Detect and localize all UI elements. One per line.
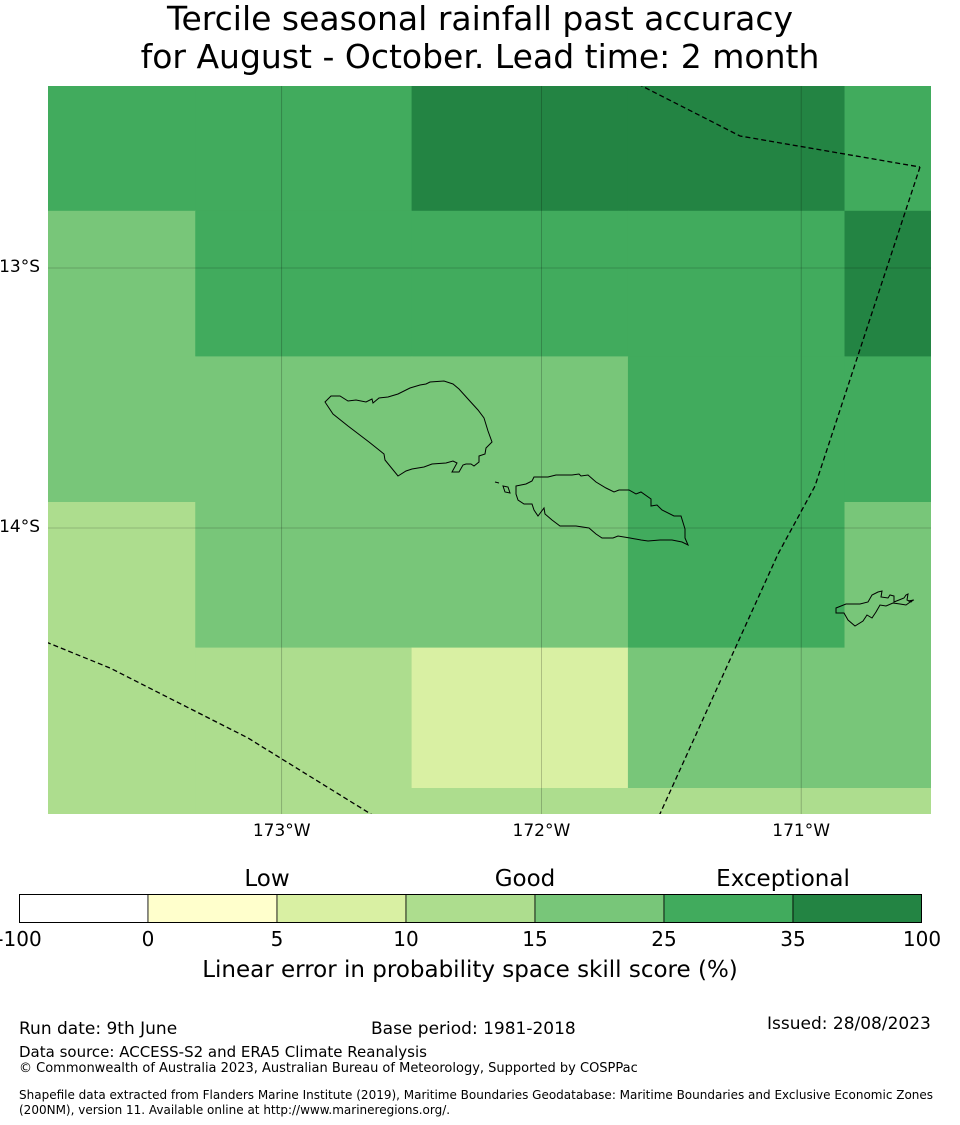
colorbar-tick-label: 35 bbox=[780, 927, 806, 951]
skill-cell bbox=[411, 788, 629, 814]
latitude-label: 14°S bbox=[0, 517, 40, 537]
colorbar-tick-label: 15 bbox=[522, 927, 548, 951]
data-source: Data source: ACCESS-S2 and ERA5 Climate … bbox=[19, 1043, 427, 1061]
colorbar-segment bbox=[663, 894, 794, 923]
islands bbox=[324, 380, 915, 627]
eez-boundary-north bbox=[640, 86, 921, 168]
issued-date: Issued: 28/08/2023 bbox=[767, 1014, 931, 1034]
skill-cell bbox=[48, 356, 196, 503]
colorbar-tick-label: 5 bbox=[270, 927, 284, 951]
skill-cell bbox=[411, 647, 629, 789]
island-apolima bbox=[494, 481, 500, 484]
skill-cell bbox=[627, 502, 846, 649]
colorbar-tick-label: 100 bbox=[902, 927, 942, 951]
skill-cell bbox=[627, 210, 846, 357]
skill-cell bbox=[844, 502, 931, 649]
base-period: Base period: 1981-2018 bbox=[371, 1019, 576, 1039]
colorbar bbox=[19, 894, 922, 923]
skill-cell bbox=[195, 210, 413, 357]
skill-cell bbox=[48, 86, 196, 212]
colorbar-category-label: Exceptional bbox=[716, 866, 850, 892]
colorbar-category-label: Good bbox=[494, 866, 556, 892]
island-savaii bbox=[324, 380, 493, 477]
colorbar-segment bbox=[147, 894, 278, 923]
skill-cell bbox=[627, 356, 846, 503]
skill-cell bbox=[48, 210, 196, 357]
skill-cell bbox=[844, 210, 931, 357]
colorbar-tick-label: 10 bbox=[393, 927, 419, 951]
skill-cell bbox=[195, 647, 413, 789]
run-date: Run date: 9th June bbox=[19, 1019, 178, 1039]
skill-cell bbox=[844, 356, 931, 503]
skill-cell bbox=[195, 86, 413, 212]
shapefile-credit-line-2: (200NM), version 11. Available online at… bbox=[19, 1103, 451, 1117]
eez-boundary-southwest bbox=[48, 642, 373, 814]
skill-cell bbox=[627, 788, 846, 814]
colorbar-category-label: Low bbox=[244, 866, 290, 892]
skill-cell bbox=[844, 788, 931, 814]
longitude-label: 172°W bbox=[512, 821, 571, 841]
colorbar-segment bbox=[405, 894, 536, 923]
skill-cell bbox=[627, 647, 846, 789]
title-line-2: for August - October. Lead time: 2 month bbox=[140, 37, 820, 76]
skill-cell bbox=[844, 86, 931, 212]
longitude-label: 171°W bbox=[772, 821, 831, 841]
skill-cell bbox=[411, 356, 629, 503]
colorbar-tick-label: -100 bbox=[0, 927, 42, 951]
title-line-1: Tercile seasonal rainfall past accuracy bbox=[166, 0, 794, 38]
skill-cell bbox=[195, 502, 413, 649]
colorbar-tick-label: 25 bbox=[651, 927, 677, 951]
island-upolu bbox=[515, 473, 689, 547]
colorbar-segment bbox=[534, 894, 665, 923]
eez-boundary bbox=[48, 86, 921, 814]
skill-cell bbox=[48, 502, 196, 649]
skill-cell bbox=[48, 788, 196, 814]
shapefile-credit-line-1: Shapefile data extracted from Flanders M… bbox=[19, 1088, 934, 1102]
graticule bbox=[48, 86, 931, 814]
skill-cell bbox=[844, 647, 931, 789]
skill-cell bbox=[411, 210, 629, 357]
island-tutuila bbox=[835, 590, 914, 627]
latitude-label: 13°S bbox=[0, 257, 40, 277]
island-aunuu bbox=[907, 599, 915, 602]
colorbar-outline bbox=[19, 894, 922, 923]
skill-cell bbox=[627, 86, 846, 212]
skill-cell bbox=[411, 86, 629, 212]
colorbar-segment bbox=[276, 894, 407, 923]
skill-grid bbox=[48, 86, 931, 814]
colorbar-segment bbox=[792, 894, 922, 923]
copyright: © Commonwealth of Australia 2023, Austra… bbox=[19, 1061, 638, 1076]
map-title: Tercile seasonal rainfall past accuracy … bbox=[0, 0, 960, 76]
colorbar-tick-label: 0 bbox=[141, 927, 155, 951]
skill-cell bbox=[195, 356, 413, 503]
colorbar-label: Linear error in probability space skill … bbox=[202, 957, 738, 983]
colorbar-segment bbox=[19, 894, 149, 923]
longitude-label: 173°W bbox=[252, 821, 311, 841]
island-manono bbox=[502, 485, 511, 494]
skill-cell bbox=[411, 502, 629, 649]
skill-cell bbox=[195, 788, 413, 814]
skill-map bbox=[48, 86, 931, 814]
skill-cell bbox=[48, 647, 196, 789]
